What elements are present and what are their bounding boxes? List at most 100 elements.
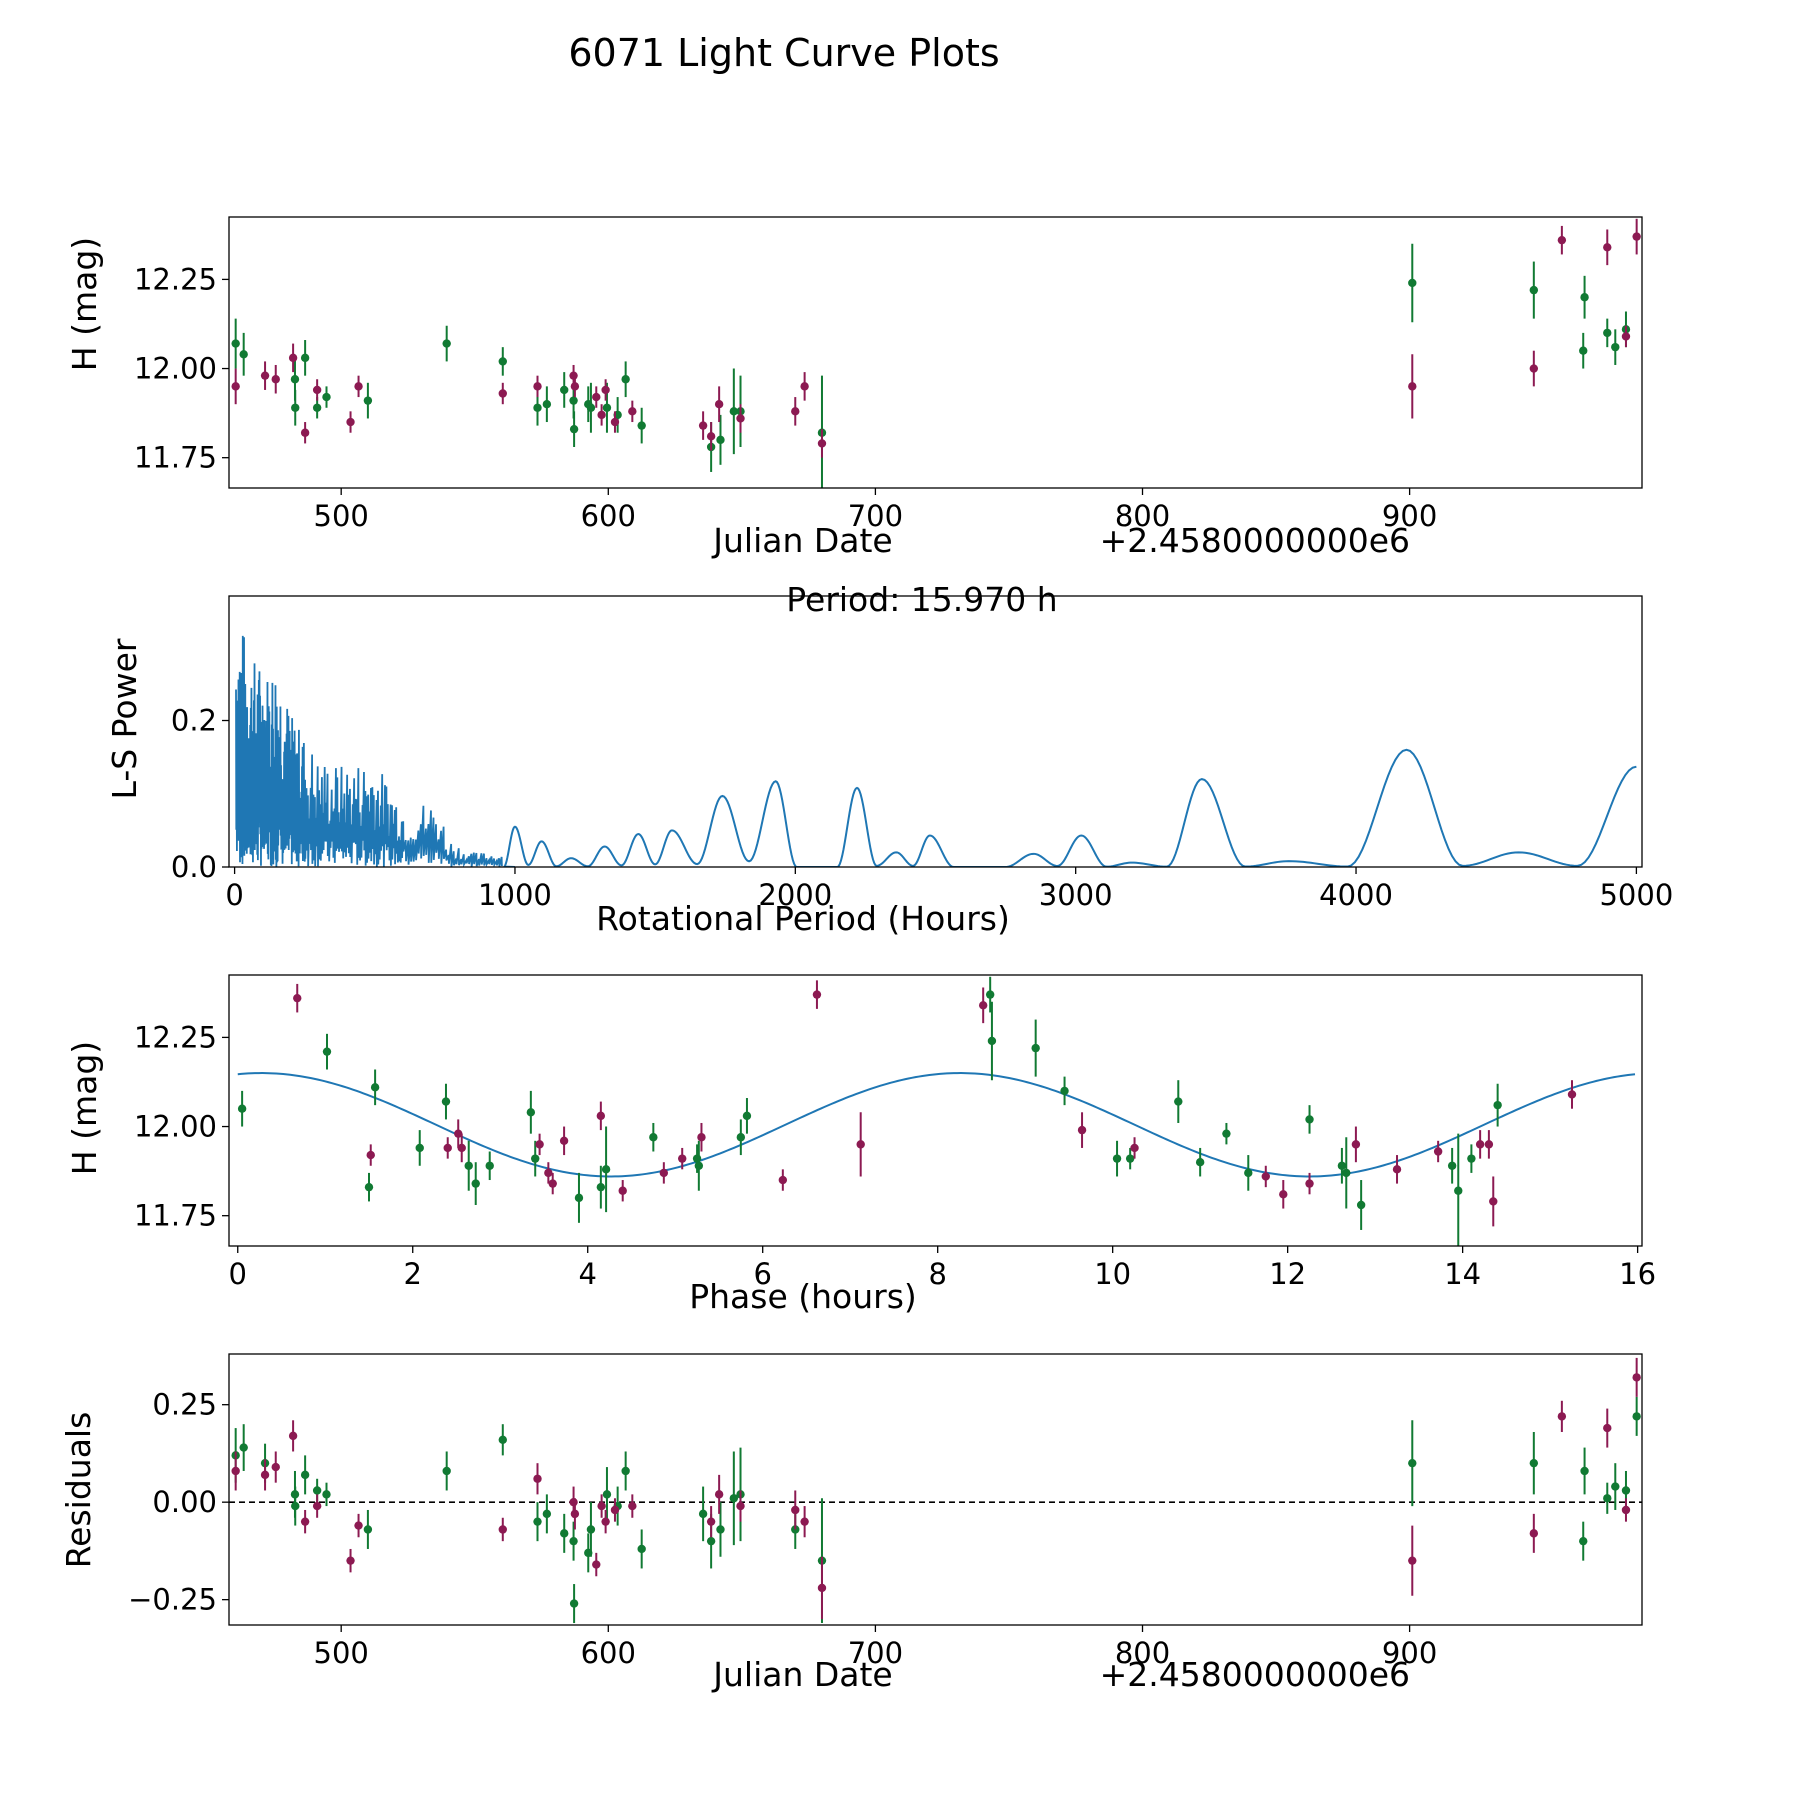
light-curve-xtick-label: 900 xyxy=(1382,499,1437,533)
phased-curve-xtick-label: 14 xyxy=(1444,1257,1481,1291)
residuals-data-point xyxy=(1529,1529,1539,1538)
phased-curve-xtick-label: 8 xyxy=(928,1257,946,1291)
light-curve-data-point xyxy=(1557,235,1567,245)
phased-curve-data-point xyxy=(370,1083,380,1092)
residuals-data-point xyxy=(1603,1494,1612,1503)
light-curve-data-point xyxy=(363,396,373,405)
residuals-data-point xyxy=(610,1505,620,1515)
light-curve-data-point xyxy=(322,392,331,402)
light-curve-yticks: 11.75 12.00 12.25 xyxy=(134,262,229,475)
phased-curve-data-point xyxy=(471,1179,480,1188)
residuals-data-point xyxy=(1579,1536,1588,1546)
phased-curve-data-point xyxy=(531,1154,540,1163)
phased-curve-data-point xyxy=(692,1154,702,1163)
phased-curve-data-point xyxy=(544,1168,553,1178)
residuals-data-point xyxy=(363,1525,373,1534)
periodogram-xtick-label: 3000 xyxy=(1039,878,1113,912)
residuals-ylabel: Residuals xyxy=(59,1412,98,1569)
periodogram-xticks: 0 1000 2000 3000 4000 5000 xyxy=(225,867,1673,912)
periodogram-xtick-label: 4000 xyxy=(1319,878,1393,912)
light-curve-offset-label: +2.4580000000e6 xyxy=(1100,521,1410,560)
periodogram-line xyxy=(503,748,1637,867)
phased-curve-data-point xyxy=(1305,1179,1314,1188)
phased-curve-data-point xyxy=(1112,1154,1122,1163)
phased-curve-data-point xyxy=(441,1097,451,1106)
phased-curve-data-point xyxy=(237,1104,247,1113)
phased-curve-xtick-label: 16 xyxy=(1619,1257,1656,1291)
residuals-data-point xyxy=(346,1556,355,1565)
light-curve-points xyxy=(231,218,1641,488)
phased-curve-data-point xyxy=(1392,1165,1402,1174)
residuals-data-point xyxy=(698,1509,708,1519)
residuals-xtick-label: 900 xyxy=(1382,1636,1437,1670)
light-curve-panel: 500 600 700 800 900 11.75 12.00 12.25 Julian D… xyxy=(65,216,1643,560)
light-curve-data-point xyxy=(800,382,809,391)
phased-curve-data-point xyxy=(1077,1125,1087,1135)
phased-curve-ylabel: H (mag) xyxy=(65,1041,104,1175)
residuals-ytick-label: 0.00 xyxy=(152,1485,217,1519)
residuals-data-point xyxy=(239,1443,248,1452)
light-curve-data-point xyxy=(442,339,451,348)
residuals-data-point xyxy=(628,1501,637,1511)
light-curve-data-point xyxy=(300,428,310,437)
light-curve-xtick-label: 500 xyxy=(314,499,369,533)
light-curve-data-point xyxy=(610,417,620,427)
phased-curve-ytick-label: 12.00 xyxy=(134,1110,217,1144)
phased-curve-ytick-label: 11.75 xyxy=(134,1199,217,1233)
phased-curve-data-point xyxy=(464,1161,473,1170)
residuals-data-point xyxy=(569,1497,578,1507)
residuals-data-point xyxy=(621,1466,630,1476)
residuals-data-point xyxy=(300,1517,310,1526)
phased-curve-data-point xyxy=(694,1161,704,1170)
residuals-yticks: −0.25 0.00 0.25 xyxy=(128,1388,229,1617)
light-curve-data-point xyxy=(817,439,827,448)
phased-curve-xtick-label: 4 xyxy=(578,1257,596,1291)
residuals-points xyxy=(229,1357,1642,1624)
light-curve-data-point xyxy=(586,403,596,412)
periodogram-ytick-label: 0.0 xyxy=(171,850,217,884)
residuals-data-point xyxy=(791,1505,800,1515)
residuals-panel: 500 600 700 800 900 −0.25 0.00 0.25 Julian Dat… xyxy=(59,1353,1643,1694)
light-curve-data-point xyxy=(1579,346,1588,355)
phased-curve-data-point xyxy=(1567,1090,1577,1099)
phased-curve-data-point xyxy=(526,1108,536,1117)
light-curve-data-point xyxy=(569,396,578,405)
light-curve-data-point xyxy=(300,353,310,363)
light-curve-data-point xyxy=(602,403,612,412)
periodogram-xtick-label: 0 xyxy=(225,878,243,912)
residuals-data-point xyxy=(729,1494,739,1503)
phased-curve-yticks: 11.75 12.00 12.25 xyxy=(134,1020,229,1233)
phased-curve-data-point xyxy=(322,1047,332,1056)
phased-curve-data-point xyxy=(1244,1168,1253,1178)
residuals-frame xyxy=(228,1353,1643,1626)
light-curve-data-point xyxy=(291,403,300,412)
periodogram-ylabel: L-S Power xyxy=(105,638,144,799)
residuals-data-point xyxy=(1603,1423,1612,1433)
residuals-data-point xyxy=(706,1536,716,1546)
phased-curve-xlabel: Phase (hours) xyxy=(689,1277,917,1316)
residuals-data-point xyxy=(592,1560,601,1569)
residuals-data-point xyxy=(442,1466,451,1476)
residuals-data-point xyxy=(601,1517,610,1526)
periodogram-frame xyxy=(228,595,1643,868)
phased-curve-data-point xyxy=(601,1165,611,1174)
light-curve-data-point xyxy=(260,371,270,380)
light-curve-xlabel: Julian Date xyxy=(711,521,893,560)
phased-curve-data-point xyxy=(574,1193,584,1203)
period-annotation: Period: 15.970 h xyxy=(786,580,1057,619)
light-curve-data-point xyxy=(1408,278,1417,288)
periodogram-xtick-label: 5000 xyxy=(1599,878,1673,912)
residuals-data-point xyxy=(569,1536,578,1546)
phased-curve-data-point xyxy=(1337,1161,1347,1170)
light-curve-data-point xyxy=(570,382,580,391)
phased-curve-data-point xyxy=(1125,1154,1135,1163)
residuals-data-point xyxy=(312,1501,322,1511)
figure-title: 6071 Light Curve Plots xyxy=(568,31,999,75)
phased-curve-data-point xyxy=(1222,1129,1231,1138)
phased-curve-data-point xyxy=(678,1154,687,1163)
light-curve-data-point xyxy=(542,400,552,409)
light-curve-data-point xyxy=(569,371,578,380)
phased-curve-xticks: 0 2 4 6 8 10 12 14 16 xyxy=(229,1246,1656,1291)
phased-curve-data-point xyxy=(1351,1140,1361,1149)
residuals-data-point xyxy=(706,1517,716,1526)
